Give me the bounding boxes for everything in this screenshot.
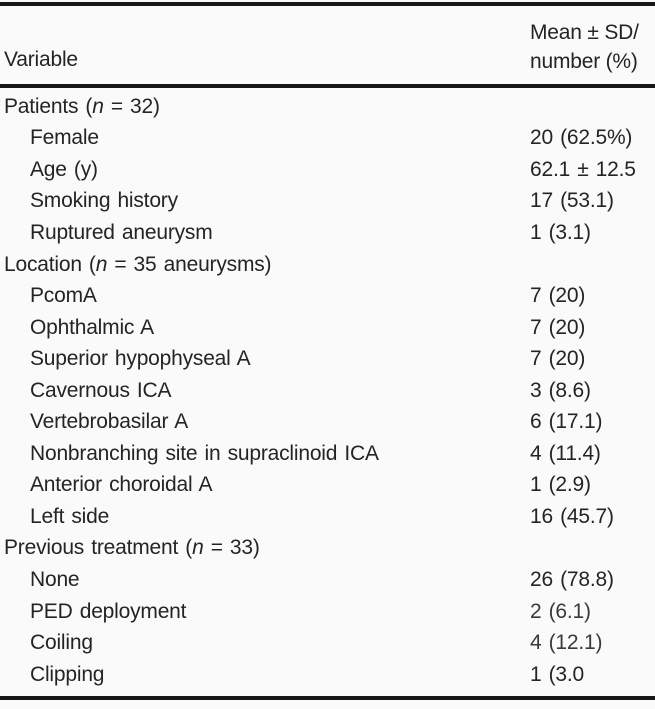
row-label: Ruptured aneurysm: [30, 220, 213, 244]
row-label: Smoking history: [30, 189, 178, 213]
table-row-left-side: Left side 16 (45.7): [0, 501, 655, 533]
row-value: 7 (20): [530, 284, 586, 308]
table-row-clipping: Clipping 1 (3.0: [0, 659, 655, 691]
table-row-anterior-choroidal-a: Anterior choroidal A 1 (2.9): [0, 470, 655, 502]
row-value: 4 (12.1): [530, 631, 603, 655]
section-row-location: Location (n = 35 aneurysms): [0, 249, 655, 281]
column-header-value-line2: number (%): [530, 50, 638, 73]
row-value: 17 (53.1): [530, 189, 614, 213]
row-label: PED deployment: [30, 599, 187, 623]
row-value: 3 (8.6): [530, 378, 591, 402]
row-label: Coiling: [30, 631, 93, 655]
column-header-variable: Variable: [4, 48, 78, 71]
row-label: Vertebrobasilar A: [30, 410, 189, 434]
table-row-pcoma: PcomA 7 (20): [0, 280, 655, 312]
row-label: Patients (n = 32): [4, 94, 160, 118]
row-value: 26 (78.8): [530, 567, 614, 591]
table-row-coiling: Coiling 4 (12.1): [0, 627, 655, 659]
row-label: Anterior choroidal A: [30, 473, 213, 497]
table-row-superior-hypophyseal-a: Superior hypophyseal A 7 (20): [0, 343, 655, 375]
table-row-nonbranching-site: Nonbranching site in supraclinoid ICA 4 …: [0, 438, 655, 470]
table-row-smoking-history: Smoking history 17 (53.1): [0, 186, 655, 218]
table-top-rule: [0, 2, 655, 6]
row-label: Ophthalmic A: [30, 315, 154, 339]
column-header-value-line1: Mean ± SD/: [530, 21, 639, 44]
table-header-rule: [0, 84, 655, 88]
row-value: 7 (20): [530, 347, 586, 371]
row-label: None: [30, 567, 80, 591]
section-row-previous-treatment: Previous treatment (n = 33): [0, 533, 655, 565]
table-row-ruptured-aneurysm: Ruptured aneurysm 1 (3.1): [0, 217, 655, 249]
table-row-cavernous-ica: Cavernous ICA 3 (8.6): [0, 375, 655, 407]
column-header-value: Mean ± SD/ number (%): [530, 18, 639, 76]
row-label: Clipping: [30, 662, 105, 686]
row-value: 20 (62.5%): [530, 126, 633, 150]
row-label: Female: [30, 126, 99, 150]
row-label: Age (y): [30, 157, 98, 181]
row-value: 62.1 ± 12.5: [530, 157, 636, 181]
table-row-female: Female 20 (62.5%): [0, 123, 655, 155]
row-value: 1 (3.0: [530, 662, 584, 686]
row-value: 1 (2.9): [530, 473, 591, 497]
row-value: 2 (6.1): [530, 599, 591, 623]
table-row-none: None 26 (78.8): [0, 564, 655, 596]
row-label: Location (n = 35 aneurysms): [4, 252, 272, 276]
table-bottom-rule: [0, 696, 655, 700]
table-row-ophthalmic-a: Ophthalmic A 7 (20): [0, 312, 655, 344]
table-row-ped-deployment: PED deployment 2 (6.1): [0, 596, 655, 628]
row-label: Previous treatment (n = 33): [4, 536, 260, 560]
row-label: Superior hypophyseal A: [30, 347, 251, 371]
row-label: PcomA: [30, 284, 97, 308]
row-value: 4 (11.4): [530, 441, 601, 465]
table-body: Patients (n = 32) Female 20 (62.5%) Age …: [0, 91, 655, 690]
table-header: Variable Mean ± SD/ number (%): [0, 6, 655, 84]
row-label: Cavernous ICA: [30, 378, 172, 402]
table-row-age: Age (y) 62.1 ± 12.5: [0, 154, 655, 186]
table-row-vertebrobasilar-a: Vertebrobasilar A 6 (17.1): [0, 406, 655, 438]
row-value: 16 (45.7): [530, 504, 614, 528]
section-row-patients: Patients (n = 32): [0, 91, 655, 123]
row-label: Nonbranching site in supraclinoid ICA: [30, 441, 379, 465]
row-value: 6 (17.1): [530, 410, 603, 434]
row-value: 1 (3.1): [530, 220, 591, 244]
row-value: 7 (20): [530, 315, 586, 339]
row-label: Left side: [30, 504, 110, 528]
